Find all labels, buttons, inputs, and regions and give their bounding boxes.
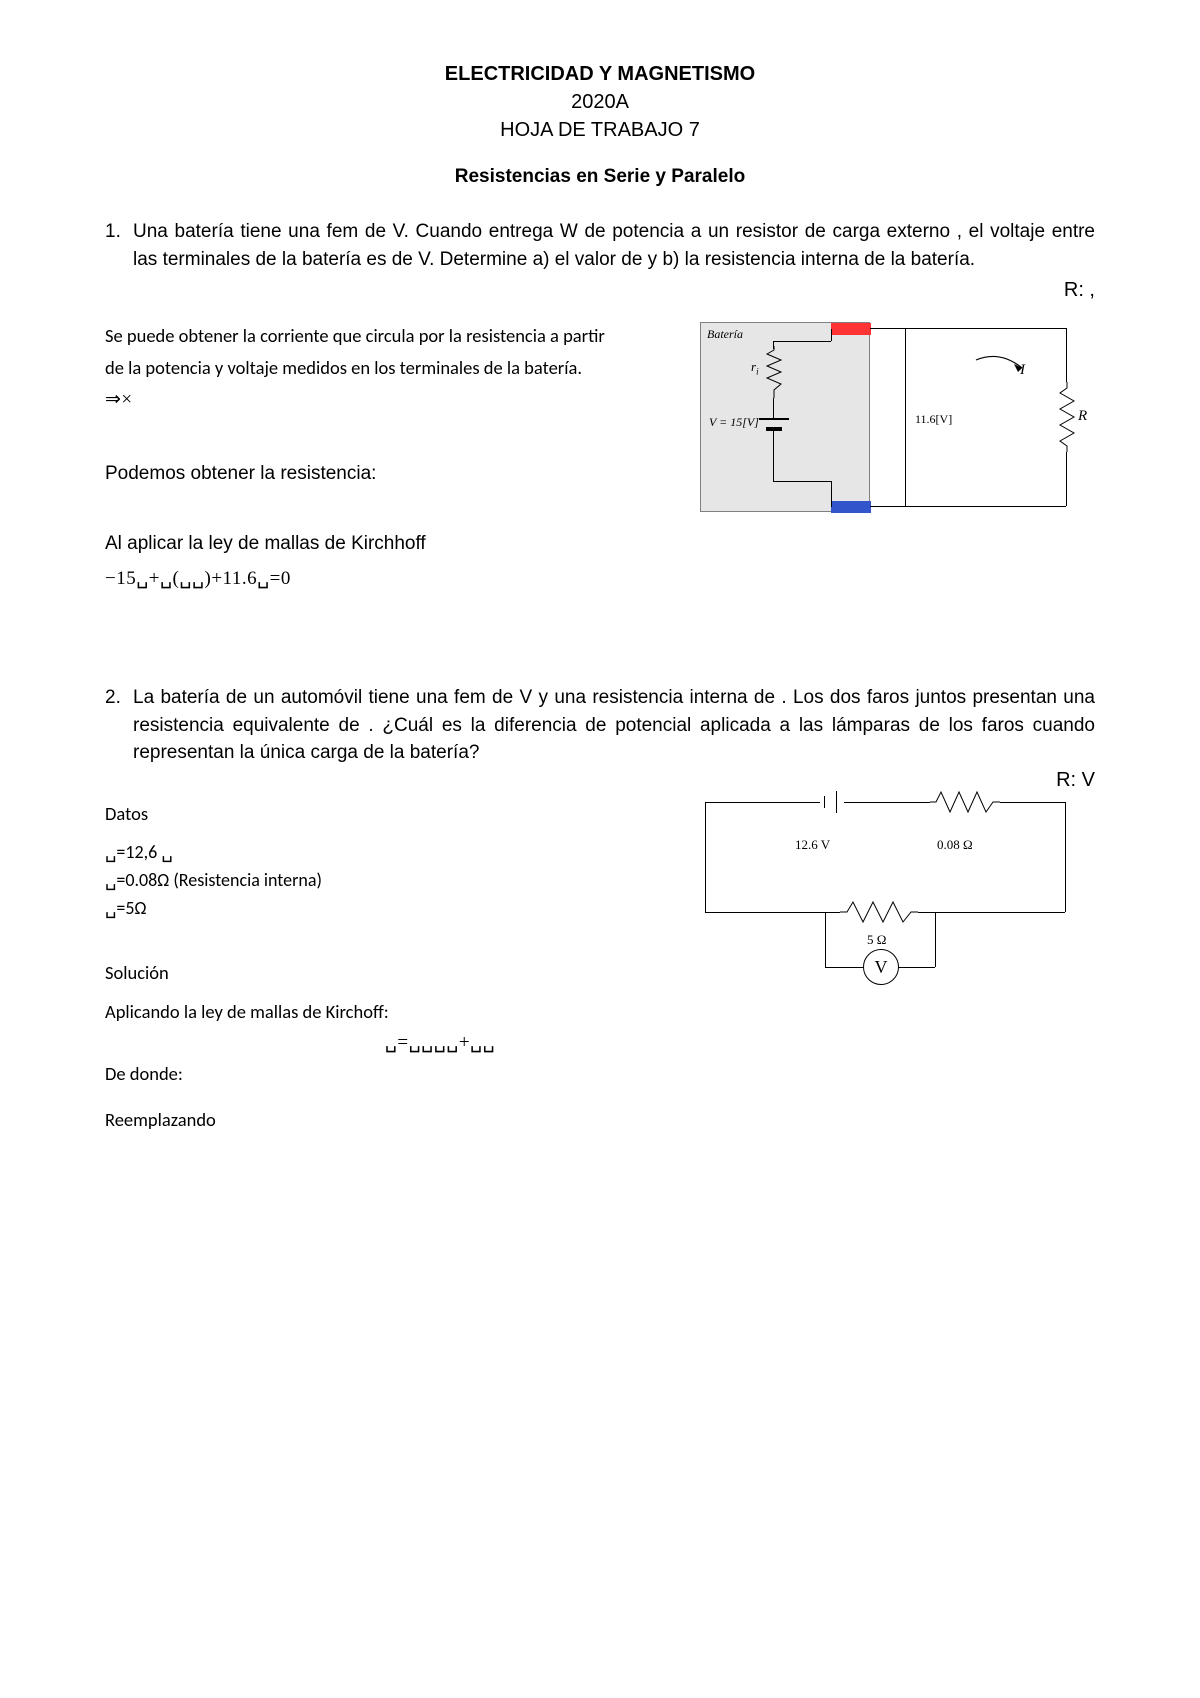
wire [831,329,832,341]
datos-label: Datos [105,802,655,825]
page-header: ELECTRICIDAD Y MAGNETISMO 2020A HOJA DE … [105,60,1095,144]
load-r-label: R [1078,408,1087,425]
internal-resistor-icon [765,346,783,398]
wire [705,802,1065,803]
wire [1066,328,1067,382]
wire [825,912,826,967]
circuit-diagram-1: Batería ri V [700,322,1095,522]
course-title: ELECTRICIDAD Y MAGNETISMO [105,60,1095,88]
topic-subtitle: Resistencias en Serie y Paralelo [105,166,1095,188]
p1-explain-line2: de la potencia y voltaje medidos en los … [105,354,680,382]
data-line-3: ␣=5Ω [105,895,655,923]
current-label: I [1020,362,1025,379]
wire [1065,802,1066,912]
data-line-2: ␣=0.08Ω (Resistencia interna) [105,867,655,895]
wire [705,802,706,912]
p1-kirchhoff-line: Al aplicar la ley de mallas de Kirchhoff [105,529,680,559]
problem-2-solution-row: Datos ␣=12,6 ␣ ␣=0.08Ω (Resistencia inte… [105,792,1095,1138]
problem-1-solution-row: Se puede obtener la corriente que circul… [105,322,1095,596]
battery-plate-short [824,796,825,808]
wire [935,912,936,967]
ri-label: ri [751,359,759,377]
wire [825,967,865,968]
wire [773,341,831,342]
problem-2: 2.La batería de un automóvil tiene una f… [105,684,1095,792]
wire [773,431,774,481]
problem-1: 1.Una batería tiene una fem de V. Cuando… [105,218,1095,302]
terminal-voltage-label: 11.6[V] [915,412,952,427]
circuit-diagram-2: 12.6 V 0.08 Ω 5 Ω V [675,792,1095,1002]
p1-symbol-row: ⇒× [105,388,680,411]
problem-2-statement: 2.La batería de un automóvil tiene una f… [105,684,1095,767]
r1-label: 0.08 Ω [937,837,973,853]
p2-reemplazando: Reemplazando [105,1106,655,1134]
r2-label: 5 Ω [867,932,886,948]
battery-pos-terminal [831,323,871,335]
p1-explain-line1: Se puede obtener la corriente que circul… [105,322,680,350]
wire [1066,452,1067,506]
battery-box-label: Batería [707,327,743,342]
battery-plate-long [759,418,789,420]
wire [831,481,832,507]
data-line-1: ␣=12,6 ␣ [105,839,655,867]
worksheet-number: HOJA DE TRABAJO 7 [105,116,1095,144]
problem-2-body: La batería de un automóvil tiene una fem… [133,687,1095,763]
course-period: 2020A [105,88,1095,116]
wire [870,328,1066,329]
problem-2-number: 2. [105,684,133,712]
p1-equation: −15␣+␣(␣␣)+11.6␣=0 [105,567,680,590]
resistor-r2-icon [840,900,918,924]
p2-kirchoff-line: Aplicando la ley de mallas de Kirchoff: [105,998,655,1026]
battery-plate-short [766,427,782,431]
problem-2-answer: R: V [105,769,1095,792]
problem-1-answer: R: , [105,279,1095,302]
battery-neg-terminal [831,501,871,513]
wire [905,328,906,506]
battery-plate-long [836,791,837,813]
wire [870,506,1066,507]
load-resistor-icon [1058,382,1076,452]
p1-resistance-line: Podemos obtener la resistencia: [105,459,680,489]
problem-1-body: Una batería tiene una fem de V. Cuando e… [133,221,1095,270]
battery-box: Batería ri V [700,322,870,512]
resistor-r1-icon [930,790,1000,814]
p2-equation: ␣=␣␣␣␣+␣␣ [105,1031,655,1054]
problem-1-statement: 1.Una batería tiene una fem de V. Cuando… [105,218,1095,273]
p2-dedonde: De donde: [105,1060,655,1088]
wire [773,481,831,482]
voltage-source-label: V = 15[V] [709,415,759,430]
wire [773,398,774,418]
problem-1-number: 1. [105,218,133,246]
solucion-label: Solución [105,961,655,984]
battery-v-label: 12.6 V [795,837,830,853]
wire [897,967,935,968]
voltmeter-icon: V [863,949,899,985]
